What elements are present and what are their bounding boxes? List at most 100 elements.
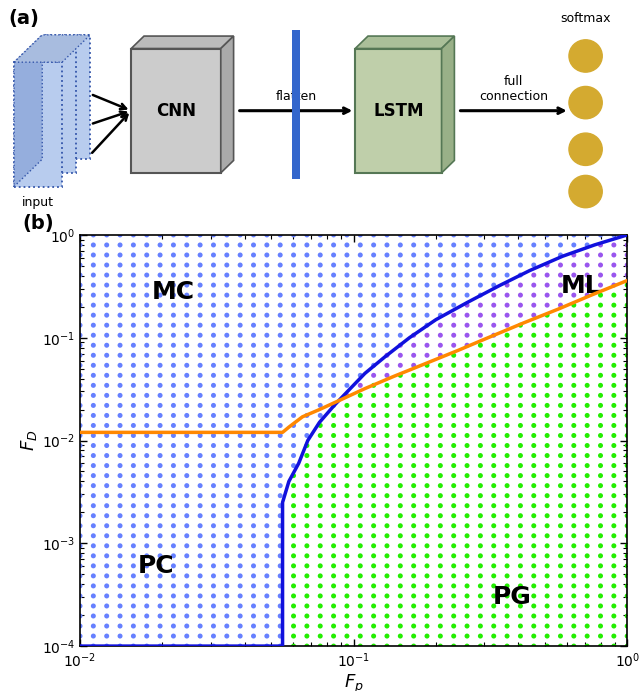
Point bbox=[262, 500, 272, 511]
Point bbox=[88, 500, 99, 511]
Point bbox=[556, 630, 566, 641]
Point bbox=[382, 330, 392, 341]
Point bbox=[622, 621, 632, 632]
Point bbox=[275, 540, 285, 551]
Point bbox=[141, 240, 152, 251]
Point bbox=[262, 550, 272, 561]
Point bbox=[542, 430, 552, 441]
Text: input: input bbox=[22, 196, 54, 209]
Point bbox=[342, 380, 352, 391]
Point bbox=[221, 410, 232, 421]
Point bbox=[315, 490, 325, 501]
Point bbox=[529, 490, 539, 501]
Point bbox=[529, 540, 539, 551]
Point bbox=[155, 260, 165, 271]
Point bbox=[182, 630, 192, 641]
Point bbox=[155, 460, 165, 471]
Point bbox=[569, 520, 579, 531]
Point bbox=[221, 300, 232, 311]
Point bbox=[221, 340, 232, 351]
Point bbox=[209, 460, 219, 471]
Point bbox=[235, 260, 245, 271]
Point bbox=[155, 600, 165, 612]
Point bbox=[569, 641, 579, 652]
Point bbox=[221, 290, 232, 301]
Point bbox=[422, 360, 432, 371]
Point bbox=[476, 470, 486, 481]
Point bbox=[355, 480, 365, 491]
Point bbox=[529, 450, 539, 461]
Point bbox=[209, 470, 219, 481]
Point bbox=[115, 460, 125, 471]
Point bbox=[408, 590, 419, 601]
Point bbox=[556, 540, 566, 551]
Point bbox=[209, 280, 219, 291]
Point bbox=[235, 240, 245, 251]
Point bbox=[408, 641, 419, 652]
Point bbox=[328, 300, 339, 311]
Point bbox=[502, 350, 512, 361]
Point bbox=[155, 430, 165, 441]
Point bbox=[449, 610, 459, 621]
Point bbox=[556, 570, 566, 581]
Point bbox=[302, 560, 312, 571]
Point bbox=[569, 240, 579, 251]
Point bbox=[355, 641, 365, 652]
Point bbox=[369, 400, 379, 411]
Point bbox=[315, 400, 325, 411]
Point bbox=[235, 570, 245, 581]
Point bbox=[622, 440, 632, 451]
Point bbox=[155, 280, 165, 291]
Point bbox=[289, 280, 299, 291]
Point bbox=[289, 590, 299, 601]
Point bbox=[408, 560, 419, 571]
Point bbox=[408, 360, 419, 371]
Point bbox=[248, 410, 259, 421]
Point bbox=[435, 600, 445, 612]
Point bbox=[595, 360, 605, 371]
Point bbox=[115, 370, 125, 381]
Point bbox=[102, 621, 112, 632]
Point bbox=[422, 600, 432, 612]
Point bbox=[622, 410, 632, 421]
Point bbox=[248, 269, 259, 281]
Point bbox=[395, 269, 405, 281]
Point bbox=[115, 560, 125, 571]
Point bbox=[168, 440, 179, 451]
Point bbox=[328, 630, 339, 641]
Point bbox=[115, 260, 125, 271]
Point bbox=[155, 510, 165, 521]
Point bbox=[128, 490, 138, 501]
Point bbox=[462, 440, 472, 451]
Point bbox=[488, 641, 499, 652]
Point bbox=[395, 350, 405, 361]
Point bbox=[355, 440, 365, 451]
Point bbox=[289, 440, 299, 451]
Point bbox=[408, 530, 419, 541]
Point bbox=[395, 610, 405, 621]
Point bbox=[262, 570, 272, 581]
Point bbox=[529, 300, 539, 311]
Point bbox=[141, 540, 152, 551]
Point bbox=[221, 621, 232, 632]
Point bbox=[248, 540, 259, 551]
Point bbox=[289, 530, 299, 541]
Point bbox=[355, 400, 365, 411]
Point bbox=[622, 350, 632, 361]
Point bbox=[422, 590, 432, 601]
Point bbox=[422, 440, 432, 451]
Point bbox=[88, 269, 99, 281]
Point bbox=[622, 580, 632, 591]
Point bbox=[155, 350, 165, 361]
Point bbox=[302, 630, 312, 641]
Point bbox=[88, 460, 99, 471]
Point bbox=[609, 480, 619, 491]
Point bbox=[556, 440, 566, 451]
Point bbox=[262, 510, 272, 521]
Point bbox=[88, 440, 99, 451]
Point bbox=[289, 560, 299, 571]
Point bbox=[209, 269, 219, 281]
Point bbox=[102, 340, 112, 351]
Point bbox=[449, 590, 459, 601]
Point bbox=[435, 450, 445, 461]
